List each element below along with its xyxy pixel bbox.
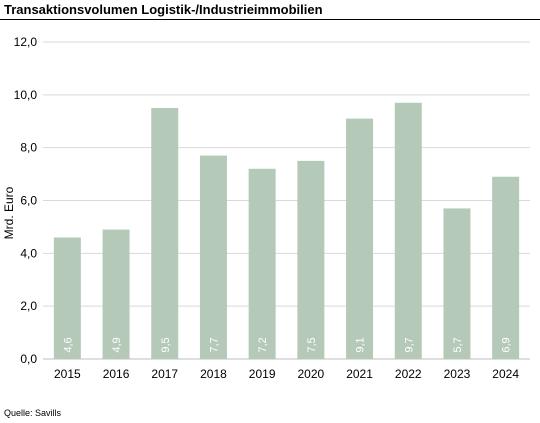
y-axis-title: Mrd. Euro	[2, 186, 16, 239]
bar-value-label: 7,5	[306, 337, 318, 352]
bar	[102, 229, 130, 359]
bars	[53, 102, 520, 360]
x-axis-ticks: 2015 2016 2017 2018 2019 2020 2021 2022 2023 2024	[54, 367, 519, 381]
y-axis-ticks: 0,0 2,0 4,0 6,0 8,0 10,0 12,0	[14, 35, 38, 366]
chart-title: Transaktionsvolumen Logistik-/Industriei…	[4, 2, 323, 17]
bar	[346, 118, 374, 359]
bar	[199, 155, 227, 359]
bar-value-label: 7,2	[257, 337, 269, 352]
y-tick-label: 6,0	[20, 194, 37, 208]
x-tick-label: 2023	[444, 367, 471, 381]
y-tick-label: 10,0	[14, 88, 38, 102]
title-divider	[0, 19, 540, 20]
bar-value-label: 7,7	[208, 337, 220, 352]
x-tick-label: 2024	[492, 367, 519, 381]
bar-value-label: 4,6	[62, 337, 74, 352]
bar	[297, 160, 325, 359]
x-tick-label: 2022	[395, 367, 422, 381]
source-note: Quelle: Savills	[4, 408, 62, 418]
x-tick-label: 2016	[103, 367, 130, 381]
x-tick-label: 2020	[297, 367, 324, 381]
bar-value-labels: 4,6 4,9 9,5 7,7 7,2 7,5 9,1 9,7 5,7 6,9	[62, 337, 512, 352]
x-tick-label: 2019	[249, 367, 276, 381]
x-tick-label: 2021	[346, 367, 373, 381]
bar-value-label: 9,1	[355, 337, 367, 352]
bar-value-label: 4,9	[111, 337, 123, 352]
bar	[53, 237, 81, 359]
y-tick-label: 2,0	[20, 299, 37, 313]
y-tick-label: 0,0	[20, 352, 37, 366]
x-tick-label: 2017	[151, 367, 178, 381]
bar	[443, 208, 471, 359]
x-tick-label: 2018	[200, 367, 227, 381]
y-tick-label: 4,0	[20, 246, 37, 260]
bar-value-label: 5,7	[452, 337, 464, 352]
bar	[248, 168, 276, 359]
bar-value-label: 9,7	[403, 337, 415, 352]
y-tick-label: 12,0	[14, 35, 38, 49]
bar	[492, 176, 520, 359]
bar-value-label: 9,5	[160, 337, 172, 352]
bar	[394, 102, 422, 359]
y-tick-label: 8,0	[20, 141, 37, 155]
bar	[151, 108, 179, 360]
bar-value-label: 6,9	[501, 337, 513, 352]
x-tick-label: 2015	[54, 367, 81, 381]
